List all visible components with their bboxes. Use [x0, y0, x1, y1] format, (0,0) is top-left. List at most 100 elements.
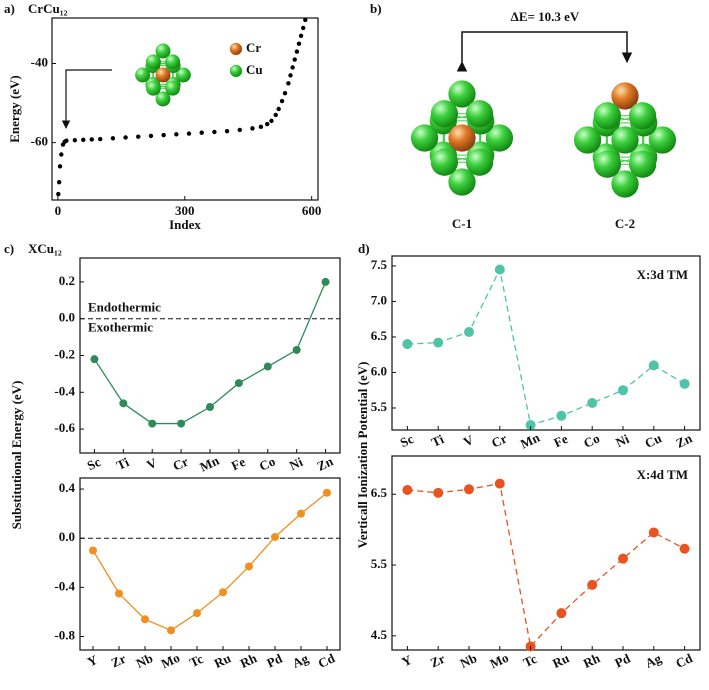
x-tick-label: Cu: [642, 430, 663, 451]
point: [98, 136, 103, 142]
point: [123, 135, 128, 140]
x-tick-label: Mo: [159, 650, 182, 672]
x-tick-label: Tc: [187, 651, 206, 670]
plot-frame: [79, 257, 341, 454]
inset-arrow: [61, 69, 112, 129]
atom: [448, 80, 476, 108]
y-tick-label: 0.4: [59, 480, 76, 495]
x-tick-label: Ru: [212, 650, 233, 671]
x-tick-label: Zn: [315, 453, 336, 474]
x-tick-label: Mn: [197, 452, 222, 474]
y-tick-label: 6.0: [371, 363, 387, 378]
x-tick-label: 0: [55, 203, 62, 218]
plots: 0 300 600 -60 -40 CrCu₁₂ Index Energy (eV) Cr Cu -…: [7, 1, 701, 672]
y-tick-label: -0.6: [54, 420, 75, 435]
point: [263, 362, 272, 371]
point: [464, 484, 474, 495]
x-tick-label: Mn: [518, 429, 543, 451]
point: [279, 98, 285, 104]
atom: [465, 148, 494, 176]
y-tick-label: 4.5: [371, 627, 388, 642]
atom: [155, 67, 171, 83]
atom: [648, 126, 677, 154]
point: [177, 419, 186, 428]
point: [494, 478, 505, 489]
point: [219, 588, 227, 597]
point: [292, 345, 301, 354]
point: [148, 419, 157, 428]
point: [494, 264, 505, 275]
y-axis-label: Verticall Ionization Potential (eV): [355, 362, 370, 549]
x-tick-label: Pd: [612, 650, 633, 670]
y-axis-label: Substitutional Energy (eV): [9, 381, 24, 530]
y-axis-label: Energy (eV): [7, 75, 22, 143]
atom: [593, 150, 622, 178]
chart-title: XCu₁₂: [28, 241, 62, 256]
point: [464, 326, 474, 337]
chart-title: CrCu₁₂: [28, 1, 68, 16]
point: [292, 57, 297, 62]
point: [136, 134, 141, 139]
point: [57, 164, 63, 169]
legend-label: Cu: [246, 62, 263, 77]
point: [273, 112, 278, 118]
atom: [465, 100, 494, 128]
point: [294, 49, 300, 54]
y-tick-label: 6.5: [371, 485, 388, 500]
structure-label: C-1: [452, 216, 472, 231]
point: [300, 25, 306, 31]
y-tick-label: 0.0: [59, 529, 75, 544]
annotation: Endothermic: [88, 300, 161, 315]
x-axis-label: Index: [169, 217, 201, 232]
atom: [155, 91, 171, 107]
atom: [628, 102, 657, 130]
point: [282, 90, 288, 96]
x-tick-label: Ni: [287, 454, 305, 473]
x-tick-label: Ru: [550, 650, 571, 671]
atom: [448, 124, 476, 152]
x-tick-label: Ti: [114, 454, 132, 473]
point: [265, 121, 270, 127]
x-tick-label: Fe: [551, 431, 570, 450]
y-tick-label: -0.4: [54, 578, 75, 593]
point: [186, 131, 192, 136]
point: [556, 410, 567, 421]
annotation: X:3d TM: [637, 267, 688, 282]
atom: [410, 124, 439, 152]
x-tick-label: Fe: [229, 454, 248, 473]
point: [323, 488, 331, 497]
x-tick-label: Cr: [489, 431, 509, 451]
x-tick-label: Sc: [85, 454, 103, 473]
panel-label: c): [4, 241, 14, 256]
y-tick-label: 7.5: [371, 257, 388, 272]
atom: [430, 100, 459, 128]
x-tick-label: Nb: [134, 650, 155, 671]
x-tick-label: Nb: [458, 650, 479, 671]
point: [212, 129, 217, 135]
point: [174, 132, 179, 137]
plot-frame: [79, 477, 341, 651]
series-line: [407, 267, 685, 426]
x-tick-label: 600: [302, 203, 322, 218]
x-tick-label: Cd: [316, 650, 338, 671]
y-tick-label: -0.4: [54, 383, 75, 398]
x-tick-label: Co: [257, 453, 278, 473]
panel-label: d): [358, 241, 370, 256]
point: [193, 609, 201, 618]
atom: [611, 170, 639, 198]
x-tick-label: Rh: [581, 650, 603, 671]
x-tick-label: V: [144, 455, 159, 473]
point: [56, 191, 61, 197]
atom: [135, 67, 151, 83]
point: [556, 608, 567, 619]
x-tick-label: Cr: [170, 454, 190, 474]
x-tick-label: Tc: [521, 651, 540, 670]
annotation: X:4d TM: [637, 467, 688, 482]
point: [288, 73, 293, 78]
point: [587, 398, 598, 409]
atom: [145, 54, 161, 70]
x-tick-label: Ag: [643, 650, 664, 671]
point: [402, 484, 413, 495]
energy-arrow: [456, 31, 633, 72]
